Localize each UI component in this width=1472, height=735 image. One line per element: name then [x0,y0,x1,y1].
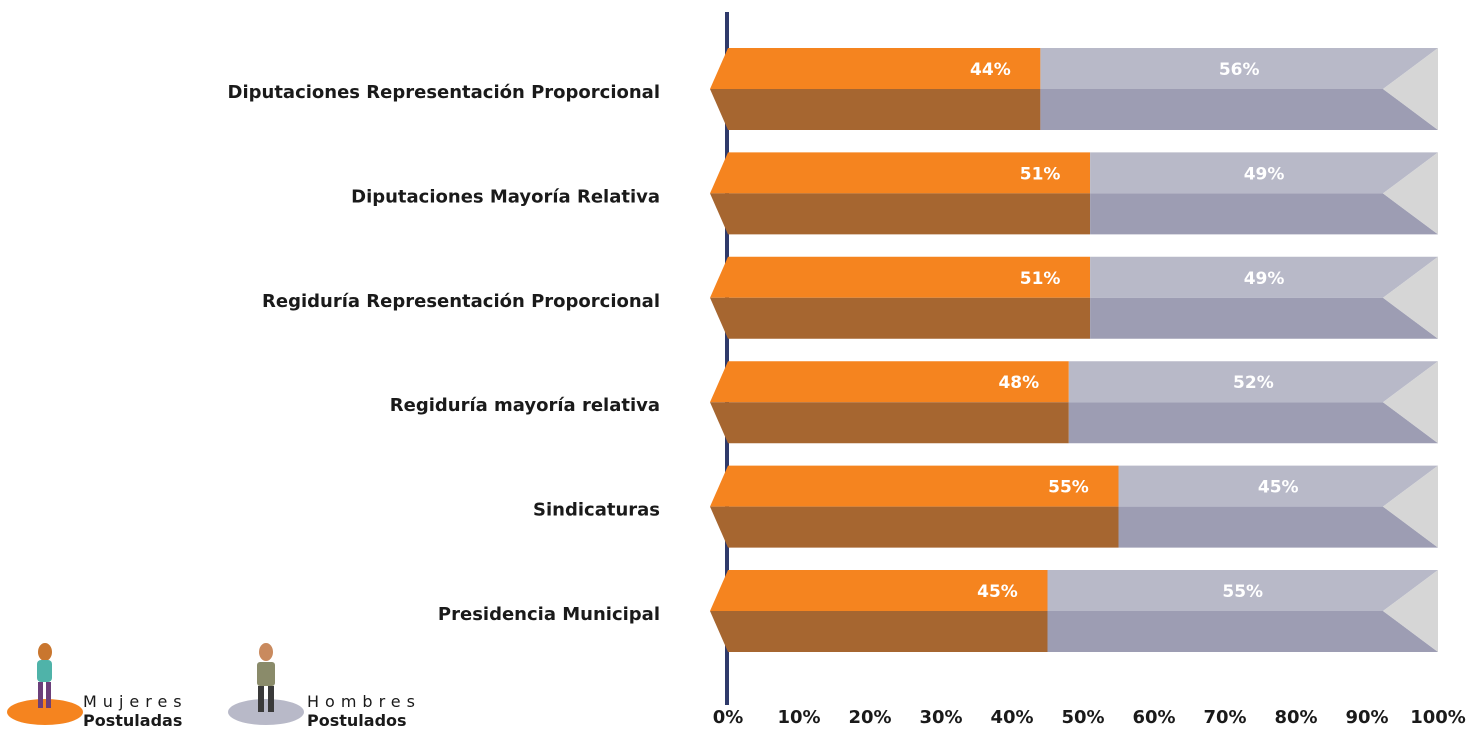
x-tick-label: 80% [1274,707,1317,728]
bar-top [1047,570,1438,611]
bar-segment [1047,570,1438,652]
bar-bottom [710,611,1048,652]
bar-top [1068,361,1438,403]
bar-segment [1090,256,1438,339]
bar-bottom [1068,402,1438,444]
bar-segment [710,361,1069,444]
bar-segment [710,152,1091,235]
bar-segment [1118,465,1438,548]
legend-label: Hombres Postulados [307,692,421,730]
value-label: 44% [970,60,1011,80]
bar-notch [1383,570,1438,652]
x-tick-label: 10% [777,707,820,728]
value-label: 52% [1233,373,1274,393]
value-label: 51% [1020,269,1061,289]
bar-bottom [1090,297,1438,339]
bar-top [1118,465,1438,507]
category-label: Regiduría Representación Proporcional [262,291,660,312]
bar-top [1040,48,1438,89]
bar-top [1090,152,1438,194]
x-tick-label: 100% [1410,707,1466,728]
value-label: 49% [1244,269,1285,289]
bar-notch [1383,465,1438,548]
man-icon [257,643,275,712]
bar-bottom [710,402,1069,444]
bar-segment [1090,152,1438,235]
category-label: Regiduría mayoría relativa [390,395,660,416]
value-label: 45% [977,582,1018,602]
bar-notch [1383,256,1438,339]
value-label: 49% [1244,164,1285,184]
legend-swatch [228,699,304,725]
bar-segment [710,465,1119,548]
category-label: Diputaciones Representación Proporcional [228,82,660,103]
value-label: 56% [1219,60,1260,80]
category-label: Presidencia Municipal [438,604,660,625]
x-tick-label: 50% [1061,707,1104,728]
bar-segment [710,256,1091,339]
bar-bottom [1090,193,1438,235]
bar-top [710,152,1091,194]
bar-bottom [1118,506,1438,548]
value-label: 45% [1258,478,1299,498]
bar-notch [1383,152,1438,235]
bar-top [1090,256,1438,298]
x-tick-label: 60% [1132,707,1175,728]
x-tick-label: 0% [713,707,744,728]
category-label: Sindicaturas [533,500,660,521]
bar-notch [1383,48,1438,130]
bar-bottom [710,297,1091,339]
bar-segment [1040,48,1438,130]
bar-top [710,361,1069,403]
woman-icon [37,643,52,708]
bar-bottom [1040,89,1438,130]
bar-top [710,256,1091,298]
value-label: 55% [1222,582,1263,602]
bar-top [710,570,1048,611]
bar-segment [1068,361,1438,444]
x-tick-label: 30% [919,707,962,728]
x-tick-label: 40% [990,707,1033,728]
legend-label: Mujeres Postuladas [83,692,188,730]
bar-notch [1383,361,1438,444]
x-tick-label: 20% [848,707,891,728]
bar-top [710,48,1041,89]
bar-bottom [1047,611,1438,652]
value-label: 55% [1048,478,1089,498]
value-label: 51% [1020,164,1061,184]
value-label: 48% [998,373,1039,393]
category-label: Diputaciones Mayoría Relativa [351,186,660,207]
bar-bottom [710,506,1119,548]
bar-segment [710,48,1041,130]
bar-bottom [710,193,1091,235]
bar-segment [710,570,1048,652]
bar-bottom [710,89,1041,130]
legend-swatch [7,699,83,725]
x-tick-label: 70% [1203,707,1246,728]
x-tick-label: 90% [1345,707,1388,728]
bar-top [710,465,1119,507]
